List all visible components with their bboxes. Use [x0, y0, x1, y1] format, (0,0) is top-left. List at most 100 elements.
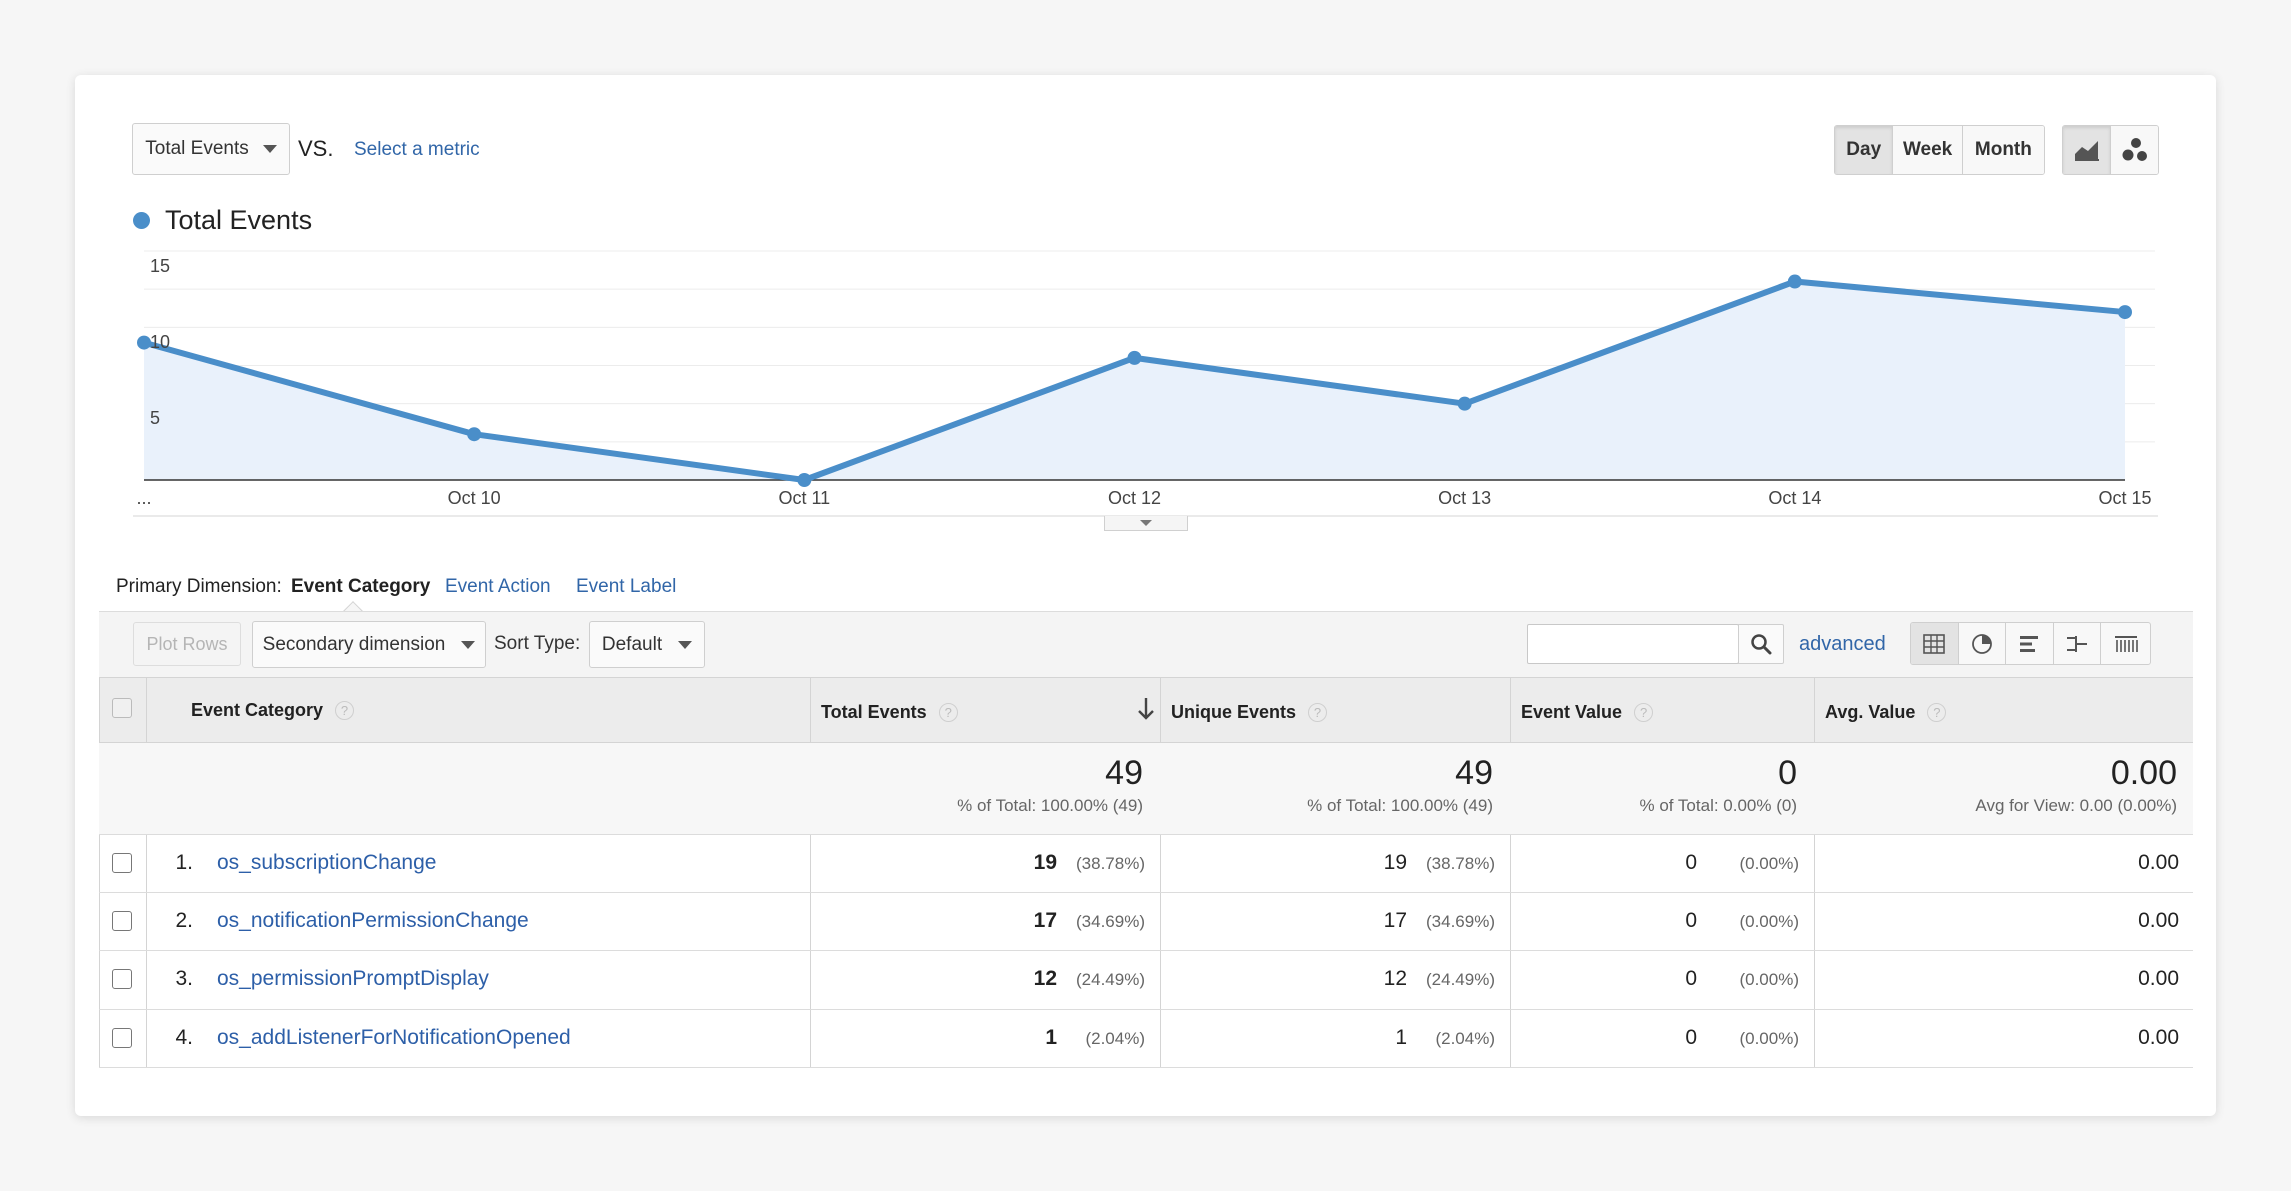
primary-dimension-label: Primary Dimension: [116, 576, 282, 597]
row-divider [99, 1067, 2193, 1068]
pie-chart-icon [1972, 633, 1992, 654]
dimension-event-action[interactable]: Event Action [445, 576, 551, 597]
row-event-value: 0 (0.00%) [1685, 909, 1799, 933]
plot-rows-button[interactable]: Plot Rows [133, 622, 241, 666]
row-event-value: 0 (0.00%) [1685, 851, 1799, 875]
help-icon[interactable]: ? [938, 702, 958, 722]
month-button[interactable]: Month [1962, 126, 2044, 174]
y-tick-10: 10 [150, 332, 171, 352]
row-event-category-link[interactable]: os_permissionPromptDisplay [217, 967, 489, 990]
data-point[interactable] [797, 473, 812, 487]
search-button[interactable] [1738, 624, 1784, 664]
row-number: 4. [175, 1026, 193, 1049]
y-tick-5: 5 [150, 408, 161, 428]
row-event-category-link[interactable]: os_subscriptionChange [217, 851, 437, 874]
row-unique-events-value: 19 [1383, 851, 1407, 874]
row-checkbox[interactable] [112, 911, 132, 931]
data-point[interactable] [137, 335, 151, 350]
metric-dropdown[interactable]: Total Events [132, 123, 290, 175]
totals-avg-value-sub: Avg for View: 0.00 (0.00%) [1975, 796, 2177, 815]
row-total-events-pct: (34.69%) [1076, 912, 1145, 931]
totals-unique-events-sub: % of Total: 100.00% (49) [1307, 796, 1493, 815]
secondary-dimension-dropdown[interactable]: Secondary dimension [252, 621, 486, 668]
pie-view-button[interactable] [1959, 623, 2007, 664]
row-avg-value: 0.00 [2138, 1026, 2179, 1049]
row-avg-value: 0.00 [2138, 851, 2179, 874]
row-number: 2. [175, 909, 193, 932]
data-point[interactable] [1457, 396, 1472, 411]
row-divider [99, 1009, 2193, 1010]
row-checkbox[interactable] [112, 969, 132, 989]
comparison-view-button[interactable] [2054, 623, 2102, 664]
help-icon[interactable]: ? [1634, 702, 1654, 722]
week-button[interactable]: Week [1893, 126, 1963, 174]
x-tick-label: Oct 10 [447, 488, 501, 508]
data-point[interactable] [2118, 305, 2132, 320]
row-number: 1. [175, 851, 193, 874]
select-all-checkbox[interactable] [112, 698, 132, 718]
row-checkbox[interactable] [112, 853, 132, 873]
motion-chart-button[interactable] [2111, 126, 2158, 174]
help-icon[interactable]: ? [1308, 702, 1328, 722]
row-unique-events-value: 12 [1383, 967, 1407, 990]
day-button[interactable]: Day [1835, 126, 1894, 174]
report-card [75, 75, 2216, 1116]
help-icon[interactable]: ? [1927, 702, 1947, 722]
advanced-link[interactable]: advanced [1799, 633, 1886, 655]
row-event-category-link[interactable]: os_addListenerForNotificationOpened [217, 1026, 571, 1049]
sort-descending-icon[interactable] [1136, 696, 1156, 722]
totals-total-events-sub: % of Total: 100.00% (49) [957, 796, 1143, 815]
dimension-event-label[interactable]: Event Label [576, 576, 677, 597]
row-divider [99, 834, 2193, 835]
data-point[interactable] [1127, 350, 1142, 365]
row-event-value-value: 0 [1685, 909, 1697, 932]
chevron-down-icon [678, 640, 693, 649]
table-view-button[interactable] [1911, 623, 1959, 664]
header-avg-value[interactable]: Avg. Value? [1825, 679, 1947, 745]
chevron-down-icon [262, 145, 277, 153]
x-tick-label: Oct 12 [1107, 488, 1162, 508]
header-event-category[interactable]: Event Category? [191, 677, 355, 743]
grid-icon [1923, 633, 1946, 654]
row-unique-events: 1 (2.04%) [1395, 1026, 1495, 1050]
row-event-value: 0 (0.00%) [1685, 1026, 1799, 1050]
row-total-events-value: 1 [1045, 1026, 1057, 1049]
sort-type-label: Sort Type: [494, 633, 581, 654]
row-checkbox[interactable] [112, 1028, 132, 1048]
header-event-value[interactable]: Event Value? [1521, 679, 1654, 745]
dimension-event-category[interactable]: Event Category [291, 576, 431, 597]
header-event-value-label: Event Value [1521, 701, 1623, 722]
help-icon[interactable]: ? [335, 700, 355, 720]
select-metric-link[interactable]: Select a metric [354, 139, 480, 160]
row-total-events-value: 12 [1033, 967, 1057, 990]
row-divider [99, 892, 2193, 893]
header-unique-events[interactable]: Unique Events? [1171, 679, 1328, 745]
x-tick-label: Oct 14 [1768, 488, 1822, 508]
x-tick-label: Oct 15 [2098, 488, 2152, 508]
totals-total-events: 49 [1105, 754, 1143, 792]
table-search-input[interactable] [1527, 624, 1739, 664]
row-unique-events-pct: (34.69%) [1426, 912, 1495, 931]
line-chart-button[interactable] [2063, 126, 2111, 174]
chevron-down-icon [1140, 520, 1152, 526]
pivot-view-button[interactable] [2101, 623, 2150, 664]
bar-chart-icon [2019, 635, 2038, 652]
header-event-category-label: Event Category [191, 699, 324, 720]
header-unique-events-label: Unique Events [1171, 701, 1297, 722]
row-event-value: 0 (0.00%) [1685, 967, 1799, 991]
sort-type-dropdown[interactable]: Default [589, 621, 705, 668]
chart-collapse-handle[interactable] [1104, 516, 1188, 531]
bar-view-button[interactable] [2006, 623, 2054, 664]
pivot-table-icon [2114, 635, 2138, 652]
row-event-value-value: 0 [1685, 1026, 1697, 1049]
col-divider [810, 677, 811, 1068]
row-event-value-pct: (0.00%) [1739, 912, 1799, 931]
row-avg-value: 0.00 [2138, 909, 2179, 932]
row-total-events-pct: (38.78%) [1076, 854, 1145, 873]
data-point[interactable] [1787, 274, 1802, 289]
row-event-category-link[interactable]: os_notificationPermissionChange [217, 909, 529, 932]
totals-avg-value: 0.00 [2110, 754, 2177, 792]
row-event-value-value: 0 [1685, 851, 1697, 874]
data-point[interactable] [467, 427, 482, 442]
header-total-events[interactable]: Total Events? [821, 679, 958, 745]
